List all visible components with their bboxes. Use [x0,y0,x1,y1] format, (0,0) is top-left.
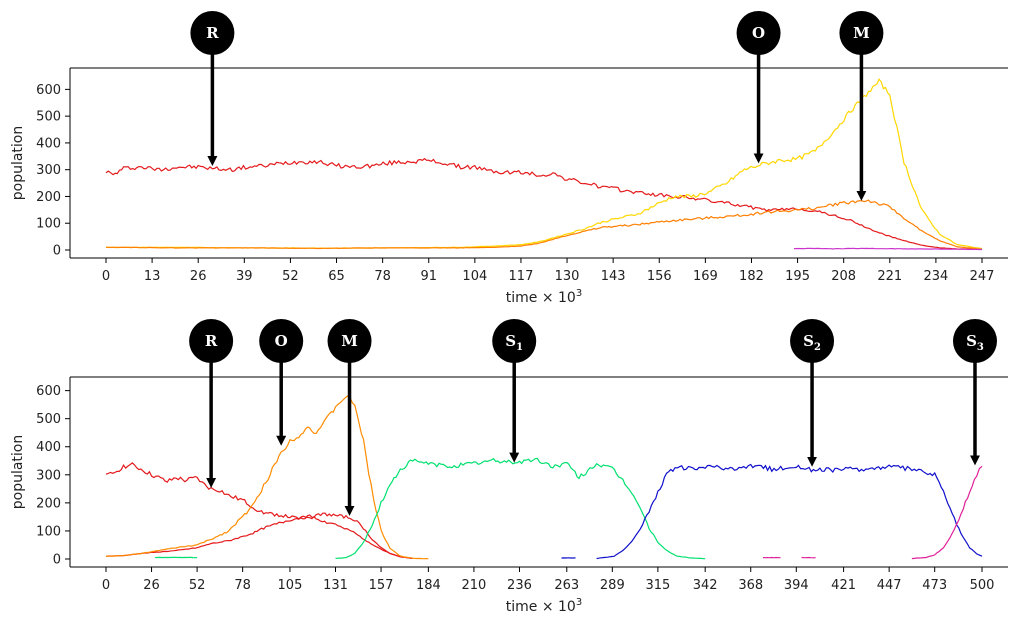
marker-label: S1 [505,332,523,353]
marker-circle [259,319,304,363]
marker-circle [492,319,537,363]
x-tick-label: 421 [831,578,856,593]
x-tick-label: 65 [328,269,345,284]
x-tick-label: 315 [645,578,670,593]
x-axis-label: time × 103 [506,288,582,306]
x-tick-label: 394 [784,578,809,593]
x-tick-label: 263 [554,578,579,593]
x-tick-label: 368 [738,578,763,593]
series-line-orange [106,199,983,250]
series-line-red [105,512,413,559]
x-tick-label: 105 [278,578,303,593]
x-tick-label: 184 [416,578,441,593]
y-tick-label: 500 [36,412,61,427]
marker-label: O [275,332,288,350]
x-tick-label: 208 [831,269,856,284]
series-group [105,395,983,560]
y-tick-label: 600 [36,83,61,98]
x-tick-label: 247 [970,269,995,284]
x-tick-label: 143 [601,269,626,284]
series-group [105,78,983,251]
x-tick-label: 52 [189,578,206,593]
chart-top: 0 100 200 300 400 500 600 0 13 26 39 52 65 78 91 104 117… [10,11,1008,306]
x-tick-label: 195 [785,269,810,284]
marker-circle [736,11,781,55]
x-tick-label: 236 [507,578,532,593]
series-line-yellow [105,78,983,250]
x-tick-label: 0 [102,578,110,593]
y-tick-label: 400 [36,136,61,151]
marker-circle [952,319,997,363]
x-tick-label: 104 [462,269,487,284]
x-tick-label: 447 [877,578,902,593]
x-tick-label: 473 [922,578,947,593]
marker-label: R [206,24,219,42]
series-line-green [335,457,706,560]
series-line-red [105,462,413,559]
marker-label: S3 [966,332,984,353]
series-line-magenta [911,465,983,560]
x-tick-label: 131 [323,578,348,593]
marker-circle [327,319,372,363]
x-tick-label: 91 [420,269,437,284]
x-tick-label: 169 [693,269,718,284]
x-axis-label: time × 103 [506,597,582,615]
x-tick-label: 156 [647,269,672,284]
marker-label: S2 [803,332,821,353]
x-tick-label: 52 [282,269,299,284]
y-tick-label: 500 [36,110,61,125]
x-tick-label: 0 [102,269,110,284]
marker-label: R [205,332,218,350]
series-line-blue [596,463,983,560]
y-axis-label: population [10,435,26,510]
x-tick-label: 117 [509,269,534,284]
series-line-orange [105,395,429,560]
x-tick-label: 210 [462,578,487,593]
marker-label: M [853,24,870,42]
series-line-red [105,157,983,251]
marker-circle [189,319,234,363]
x-tick-label: 157 [369,578,394,593]
x-tick-label: 130 [555,269,580,284]
x-tick-label: 13 [144,269,161,284]
y-axis-label: population [10,126,26,201]
y-tick-label: 0 [53,244,61,259]
y-tick-label: 200 [36,496,61,511]
chart-bottom: 0 100 200 300 400 500 600 0 26 52 78 105 131 157 184 21… [10,319,1008,615]
x-tick-label: 39 [236,269,253,284]
x-tick-label: 500 [970,578,995,593]
marker-circle [790,319,835,363]
x-tick-label: 26 [190,269,207,284]
y-tick-label: 200 [36,190,61,205]
x-tick-label: 78 [374,269,391,284]
series-line-magenta [794,247,983,251]
y-tick-label: 400 [36,440,61,455]
x-tick-label: 182 [739,269,764,284]
x-tick-label: 26 [143,578,160,593]
y-tick-label: 300 [36,163,61,178]
y-tick-label: 0 [53,553,61,568]
x-tick-label: 221 [877,269,902,284]
marker-label: M [341,332,358,350]
y-tick-label: 100 [36,217,61,232]
x-tick-label: 342 [693,578,718,593]
x-tick-label: 234 [923,269,948,284]
y-tick-label: 100 [36,524,61,539]
x-tick-label: 289 [600,578,625,593]
x-tick-label: 78 [234,578,251,593]
marker-circle [190,11,235,55]
y-tick-label: 600 [36,384,61,399]
marker-label: O [752,24,765,42]
marker-circle [839,11,884,55]
y-tick-label: 300 [36,468,61,483]
